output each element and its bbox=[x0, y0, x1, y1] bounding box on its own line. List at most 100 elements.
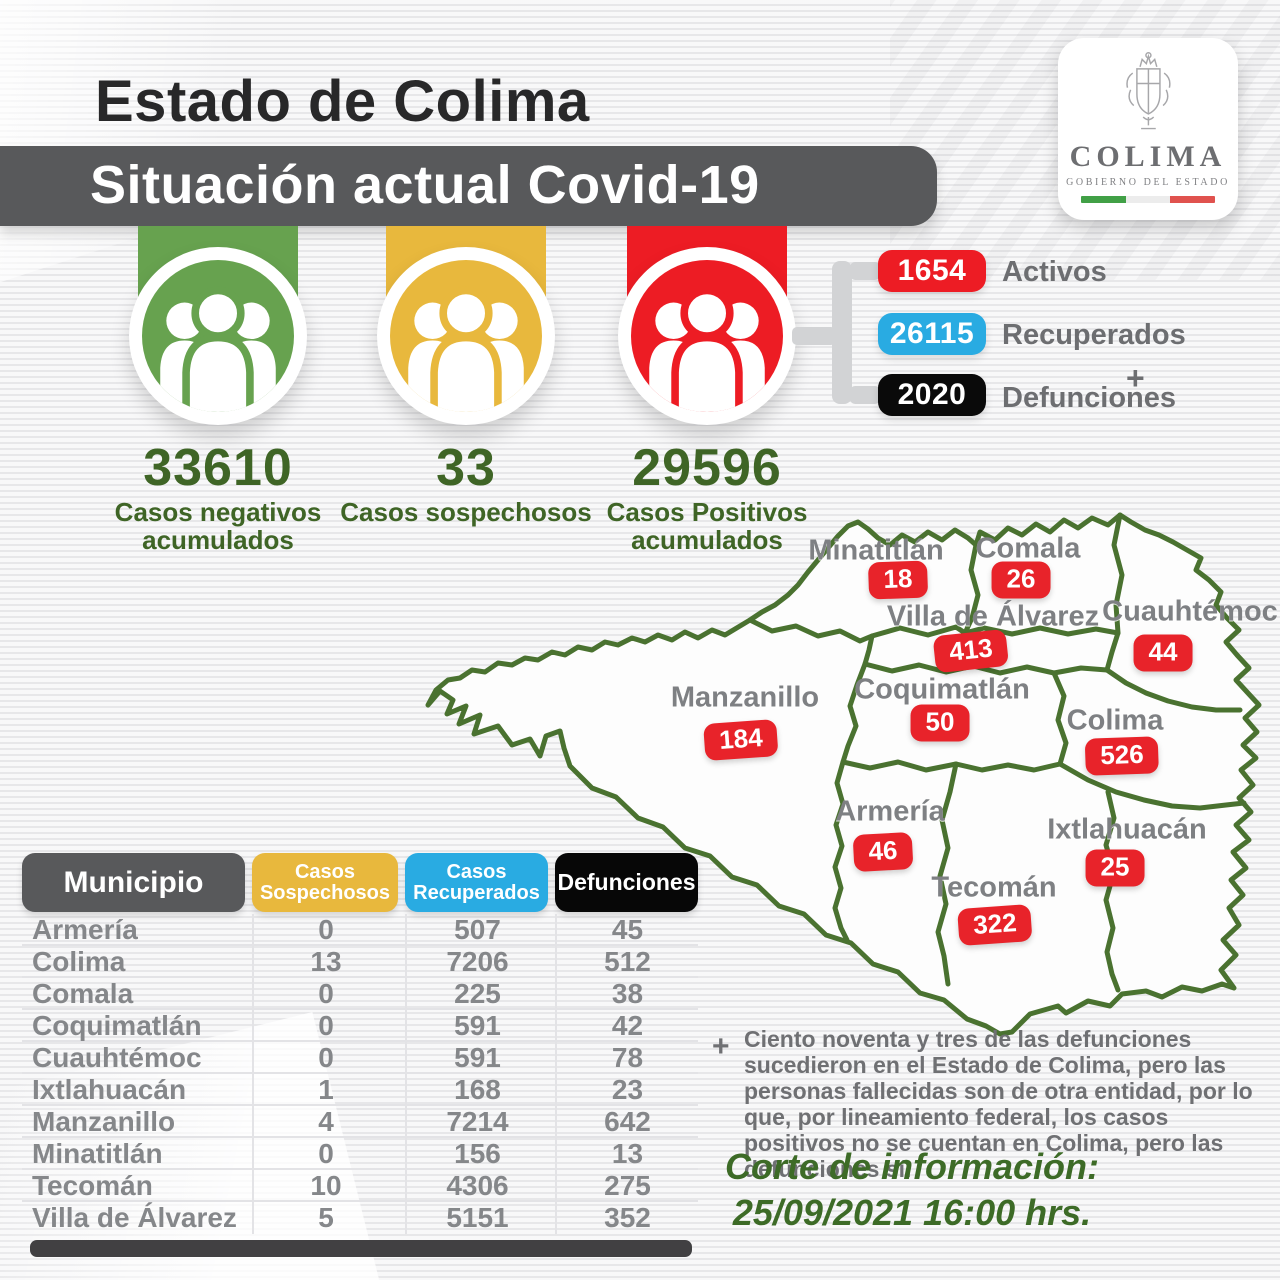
footnote-text: Ciento noventa y tres de las defunciones… bbox=[744, 1026, 1253, 1182]
row-casos-sospechosos: 4 bbox=[252, 1106, 398, 1138]
information-cutoff: Corte de información: 25/09/2021 16:00 h… bbox=[712, 1146, 1112, 1234]
deaths-footnote-superscript: + bbox=[1126, 360, 1145, 396]
row-municipio: Cuauhtémoc bbox=[32, 1042, 202, 1073]
suspect-cases-value: 33 bbox=[436, 439, 496, 497]
page-title: Estado de Colima bbox=[95, 69, 590, 134]
row-defunciones: 512 bbox=[555, 946, 698, 978]
coat-of-arms-icon bbox=[1125, 51, 1171, 130]
deaths-label: Defunciones bbox=[1002, 382, 1177, 414]
recovered-cases-label: Recuperados bbox=[1002, 319, 1186, 351]
flag-bar bbox=[1081, 196, 1215, 203]
row-casos-recuperados: 591 bbox=[405, 1010, 548, 1042]
row-casos-sospechosos: 0 bbox=[252, 978, 398, 1010]
table-header-row: Municipio Casos Sospechosos Casos Recupe… bbox=[22, 853, 698, 912]
table-row: Manzanillo 4 7214 642 bbox=[22, 1106, 698, 1138]
subtitle-bar: Situación actual Covid-19 bbox=[0, 146, 937, 226]
table-row: Tecomán 10 4306 275 bbox=[22, 1170, 698, 1202]
row-municipio: Tecomán bbox=[32, 1170, 153, 1201]
circle-ring bbox=[618, 247, 796, 425]
row-casos-recuperados: 4306 bbox=[405, 1170, 548, 1202]
row-casos-sospechosos: 5 bbox=[252, 1202, 398, 1234]
row-defunciones: 42 bbox=[555, 1010, 698, 1042]
cutoff-title: Corte de información: bbox=[724, 1146, 1100, 1187]
table-row: Colima 13 7206 512 bbox=[22, 946, 698, 978]
row-municipio: Colima bbox=[32, 946, 126, 977]
active-cases-badge: 1654 bbox=[878, 250, 986, 292]
flag-white-segment bbox=[1125, 196, 1171, 203]
table-row: Armería 0 507 45 bbox=[22, 914, 698, 946]
row-casos-recuperados: 225 bbox=[405, 978, 548, 1010]
card-casos-positivos: 29596 Casos Positivos acumulados bbox=[577, 226, 837, 554]
footnote: + Ciento noventa y tres de las defuncion… bbox=[712, 1026, 1260, 1182]
row-defunciones: 78 bbox=[555, 1042, 698, 1074]
suspect-cases-label: Casos sospechosos bbox=[340, 497, 592, 527]
negative-cases-label: Casos negativos acumulados bbox=[114, 497, 322, 555]
row-casos-recuperados: 168 bbox=[405, 1074, 548, 1106]
logo-title: COLIMA bbox=[1069, 140, 1227, 173]
table-row: Comala 0 225 38 bbox=[22, 978, 698, 1010]
row-casos-sospechosos: 13 bbox=[252, 946, 398, 978]
row-defunciones: 275 bbox=[555, 1170, 698, 1202]
people-group-icon bbox=[631, 260, 783, 412]
row-casos-sospechosos: 10 bbox=[252, 1170, 398, 1202]
page-subtitle: Situación actual Covid-19 bbox=[90, 155, 760, 215]
row-municipio: Armería bbox=[32, 914, 138, 945]
municipal-data-table: Municipio Casos Sospechosos Casos Recupe… bbox=[22, 853, 698, 1234]
logo-subtitle: GOBIERNO DEL ESTADO bbox=[1066, 177, 1230, 188]
row-casos-recuperados: 7214 bbox=[405, 1106, 548, 1138]
table-row: Villa de Álvarez 5 5151 352 bbox=[22, 1202, 698, 1234]
active-cases-label: Activos bbox=[1002, 256, 1107, 288]
row-municipio: Comala bbox=[32, 978, 134, 1009]
row-defunciones: 352 bbox=[555, 1202, 698, 1234]
row-casos-recuperados: 5151 bbox=[405, 1202, 548, 1234]
recovered-cases-badge: 26115 bbox=[878, 313, 986, 355]
row-municipio: Coquimatlán bbox=[32, 1010, 202, 1041]
row-casos-sospechosos: 0 bbox=[252, 1010, 398, 1042]
negative-cases-value: 33610 bbox=[143, 439, 293, 497]
colima-state-map bbox=[425, 512, 1262, 1037]
row-municipio: Villa de Álvarez bbox=[32, 1202, 237, 1233]
people-group-icon bbox=[390, 260, 542, 412]
row-defunciones: 642 bbox=[555, 1106, 698, 1138]
footnote-plus-marker: + bbox=[712, 1030, 730, 1063]
table-body: Armería 0 507 45 Colima 13 7206 512 Comala 0 225 38… bbox=[22, 914, 698, 1234]
table-row: Ixtlahuacán 1 168 23 bbox=[22, 1074, 698, 1106]
row-casos-recuperados: 507 bbox=[405, 914, 548, 946]
row-casos-recuperados: 7206 bbox=[405, 946, 548, 978]
cutoff-datetime: 25/09/2021 16:00 hrs. bbox=[732, 1192, 1092, 1233]
card-casos-sospechosos: 33 Casos sospechosos bbox=[336, 226, 596, 536]
row-municipio: Manzanillo bbox=[32, 1106, 176, 1137]
bracket-connector bbox=[792, 327, 836, 345]
row-municipio: Minatitlán bbox=[32, 1138, 163, 1169]
row-defunciones: 13 bbox=[555, 1138, 698, 1170]
header-municipio: Municipio bbox=[22, 853, 245, 912]
deaths-badge: 2020 bbox=[878, 374, 986, 416]
bracket-connector bbox=[850, 262, 880, 280]
row-casos-sospechosos: 0 bbox=[252, 1042, 398, 1074]
table-row: Coquimatlán 0 591 42 bbox=[22, 1010, 698, 1042]
row-defunciones: 38 bbox=[555, 978, 698, 1010]
row-casos-sospechosos: 0 bbox=[252, 1138, 398, 1170]
row-casos-recuperados: 156 bbox=[405, 1138, 548, 1170]
header-defunciones: Defunciones bbox=[555, 853, 698, 912]
card-casos-negativos: 33610 Casos negativos acumulados bbox=[88, 226, 348, 554]
table-row: Cuauhtémoc 0 591 78 bbox=[22, 1042, 698, 1074]
row-defunciones: 23 bbox=[555, 1074, 698, 1106]
row-casos-sospechosos: 1 bbox=[252, 1074, 398, 1106]
bracket-connector bbox=[832, 261, 852, 404]
flag-green-segment bbox=[1081, 196, 1126, 203]
circle-ring bbox=[129, 247, 307, 425]
bracket-connector bbox=[850, 386, 880, 404]
logo-card: COLIMA GOBIERNO DEL ESTADO bbox=[1058, 38, 1238, 220]
positive-cases-label: Casos Positivos acumulados bbox=[606, 497, 808, 555]
circle-ring bbox=[377, 247, 555, 425]
row-casos-sospechosos: 0 bbox=[252, 914, 398, 946]
table-footer-bar bbox=[30, 1240, 692, 1257]
header-casos-recuperados: Casos Recuperados bbox=[405, 853, 548, 912]
people-group-icon bbox=[142, 260, 294, 412]
flag-red-segment bbox=[1170, 196, 1215, 203]
row-defunciones: 45 bbox=[555, 914, 698, 946]
table-row: Minatitlán 0 156 13 bbox=[22, 1138, 698, 1170]
positive-cases-value: 29596 bbox=[632, 439, 782, 497]
